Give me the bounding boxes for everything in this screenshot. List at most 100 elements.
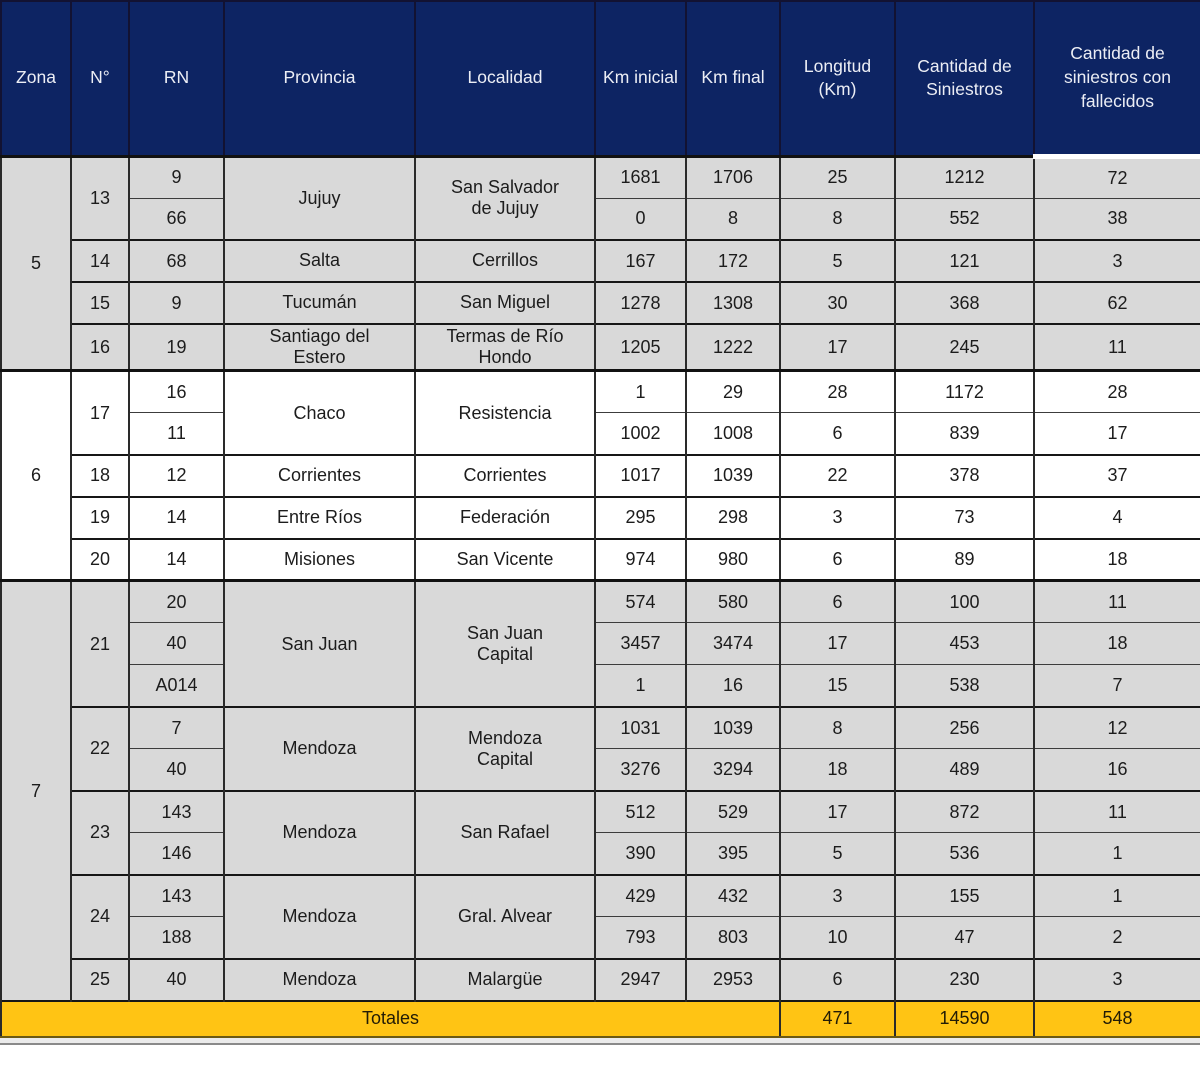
cell-longitud: 6 xyxy=(779,579,896,623)
totals-siniestros: 14590 xyxy=(894,999,1035,1038)
totals-fallecidos: 548 xyxy=(1033,999,1200,1038)
cell-km-final: 1308 xyxy=(685,281,781,324)
cell-siniestros: 155 xyxy=(894,873,1035,917)
cell-zona: 6 xyxy=(0,369,72,581)
cell-provincia: San Juan xyxy=(223,579,416,707)
column-header-fallecidos: Cantidad de siniestros con fallecidos xyxy=(1033,0,1200,159)
cell-rn: 40 xyxy=(128,957,225,1001)
cell-fallecidos: 4 xyxy=(1033,495,1200,539)
cell-km-final: 172 xyxy=(685,239,781,282)
cell-localidad: San Rafael xyxy=(414,789,596,875)
table-row: 11 1002 1008 6 839 17 xyxy=(1,412,1200,455)
table-row: 188 793 803 10 47 2 xyxy=(1,916,1200,959)
cell-km-final: 8 xyxy=(685,197,781,240)
cell-siniestros: 368 xyxy=(894,281,1035,324)
cell-km-final: 1008 xyxy=(685,412,781,455)
cell-siniestros: 256 xyxy=(894,705,1035,749)
cell-km-inicial: 974 xyxy=(594,537,687,581)
table-row: 15 9 Tucumán San Miguel 1278 1308 30 368 62 xyxy=(1,281,1200,324)
cell-km-final: 3294 xyxy=(685,748,781,791)
cell-longitud: 17 xyxy=(779,323,896,371)
table-row: 19 14 Entre Ríos Federación 295 298 3 73 4 xyxy=(1,495,1200,539)
table-row: 18 12 Corrientes Corrientes 1017 1039 22 378 37 xyxy=(1,453,1200,497)
cell-siniestros: 100 xyxy=(894,579,1035,623)
cell-provincia: Misiones xyxy=(223,537,416,581)
cell-longitud: 3 xyxy=(779,873,896,917)
cell-localidad: Cerrillos xyxy=(414,239,596,282)
cell-fallecidos: 11 xyxy=(1033,579,1200,623)
cell-rn: 11 xyxy=(128,412,225,455)
cell-km-inicial: 429 xyxy=(594,873,687,917)
cell-localidad: San Miguel xyxy=(414,281,596,324)
cell-numero: 22 xyxy=(70,705,130,791)
cell-rn: 20 xyxy=(128,579,225,623)
cell-km-final: 580 xyxy=(685,579,781,623)
table-row: 5 13 9 Jujuy San Salvador de Jujuy 1681 1706 25… xyxy=(0,154,1200,371)
totals-longitud: 471 xyxy=(779,999,896,1038)
cell-zona: 5 xyxy=(0,154,72,371)
table-row: 25 40 Mendoza Malargüe 2947 2953 6 230 3 xyxy=(1,957,1200,1001)
cell-rn: A014 xyxy=(128,664,225,707)
cell-fallecidos: 37 xyxy=(1033,453,1200,497)
column-header-longitud: Longitud (Km) xyxy=(779,0,896,157)
cell-siniestros: 1172 xyxy=(894,369,1035,413)
header-row: Zona N° RN Provincia Localidad Km inicia… xyxy=(0,0,1200,159)
cell-numero: 23 xyxy=(70,789,130,875)
cell-numero: 13 xyxy=(70,154,130,240)
cell-numero: 14 xyxy=(70,239,130,282)
cell-siniestros: 245 xyxy=(894,323,1035,371)
cell-siniestros: 538 xyxy=(894,664,1035,707)
cell-fallecidos: 72 xyxy=(1033,154,1200,198)
totals-row: Totales 471 14590 548 xyxy=(0,999,1200,1038)
cell-localidad: Federación xyxy=(414,495,596,539)
cell-numero: 21 xyxy=(70,579,130,707)
cell-provincia: Mendoza xyxy=(223,789,416,875)
cell-numero: 20 xyxy=(70,537,130,581)
cell-localidad: Mendoza Capital xyxy=(414,705,596,791)
cell-rn: 68 xyxy=(128,239,225,282)
cell-siniestros: 872 xyxy=(894,789,1035,833)
cell-rn: 66 xyxy=(128,197,225,240)
cell-rn: 143 xyxy=(128,789,225,833)
cell-km-inicial: 574 xyxy=(594,579,687,623)
cell-km-final: 1222 xyxy=(685,323,781,371)
table-row: 7 21 20 San Juan San Juan Capital 574 580 6 100 1… xyxy=(0,579,1200,1001)
cell-km-final: 1039 xyxy=(685,453,781,497)
cell-provincia: Santiago del Estero xyxy=(223,323,416,371)
cell-km-inicial: 1031 xyxy=(594,705,687,749)
cell-fallecidos: 18 xyxy=(1033,537,1200,581)
cell-numero: 24 xyxy=(70,873,130,959)
column-header-numero: N° xyxy=(70,0,130,157)
table-body: 5 13 9 Jujuy San Salvador de Jujuy 1681 1706 25… xyxy=(0,154,1200,1001)
cell-rn: 12 xyxy=(128,453,225,497)
cell-fallecidos: 11 xyxy=(1033,323,1200,371)
cell-km-final: 529 xyxy=(685,789,781,833)
cell-longitud: 10 xyxy=(779,916,896,959)
cell-localidad: San Vicente xyxy=(414,537,596,581)
cell-longitud: 6 xyxy=(779,957,896,1001)
column-header-provincia: Provincia xyxy=(223,0,416,157)
column-header-km-final: Km final xyxy=(685,0,781,157)
cell-fallecidos: 12 xyxy=(1033,705,1200,749)
cell-longitud: 5 xyxy=(779,239,896,282)
cell-siniestros: 839 xyxy=(894,412,1035,455)
column-header-rn: RN xyxy=(128,0,225,157)
cell-rn: 9 xyxy=(128,154,225,198)
cell-longitud: 3 xyxy=(779,495,896,539)
cell-longitud: 25 xyxy=(779,154,896,198)
cell-km-inicial: 1278 xyxy=(594,281,687,324)
cell-numero: 17 xyxy=(70,369,130,455)
siniestros-table: Zona N° RN Provincia Localidad Km inicia… xyxy=(0,0,1200,1038)
cell-km-inicial: 295 xyxy=(594,495,687,539)
cell-km-final: 432 xyxy=(685,873,781,917)
cell-fallecidos: 1 xyxy=(1033,873,1200,917)
cell-rn: 14 xyxy=(128,537,225,581)
cell-fallecidos: 3 xyxy=(1033,239,1200,282)
cell-fallecidos: 7 xyxy=(1033,664,1200,707)
table-row: 20 14 Misiones San Vicente 974 980 6 89 18 xyxy=(1,537,1200,581)
totals-label: Totales xyxy=(0,999,781,1038)
table-row: 24 143 Mendoza Gral. Alvear 429 432 3 155 1 xyxy=(1,873,1200,959)
cell-localidad: Gral. Alvear xyxy=(414,873,596,959)
cell-longitud: 18 xyxy=(779,748,896,791)
table-row: 6 17 16 Chaco Resistencia 1 29 28 1172 28 xyxy=(0,369,1200,581)
